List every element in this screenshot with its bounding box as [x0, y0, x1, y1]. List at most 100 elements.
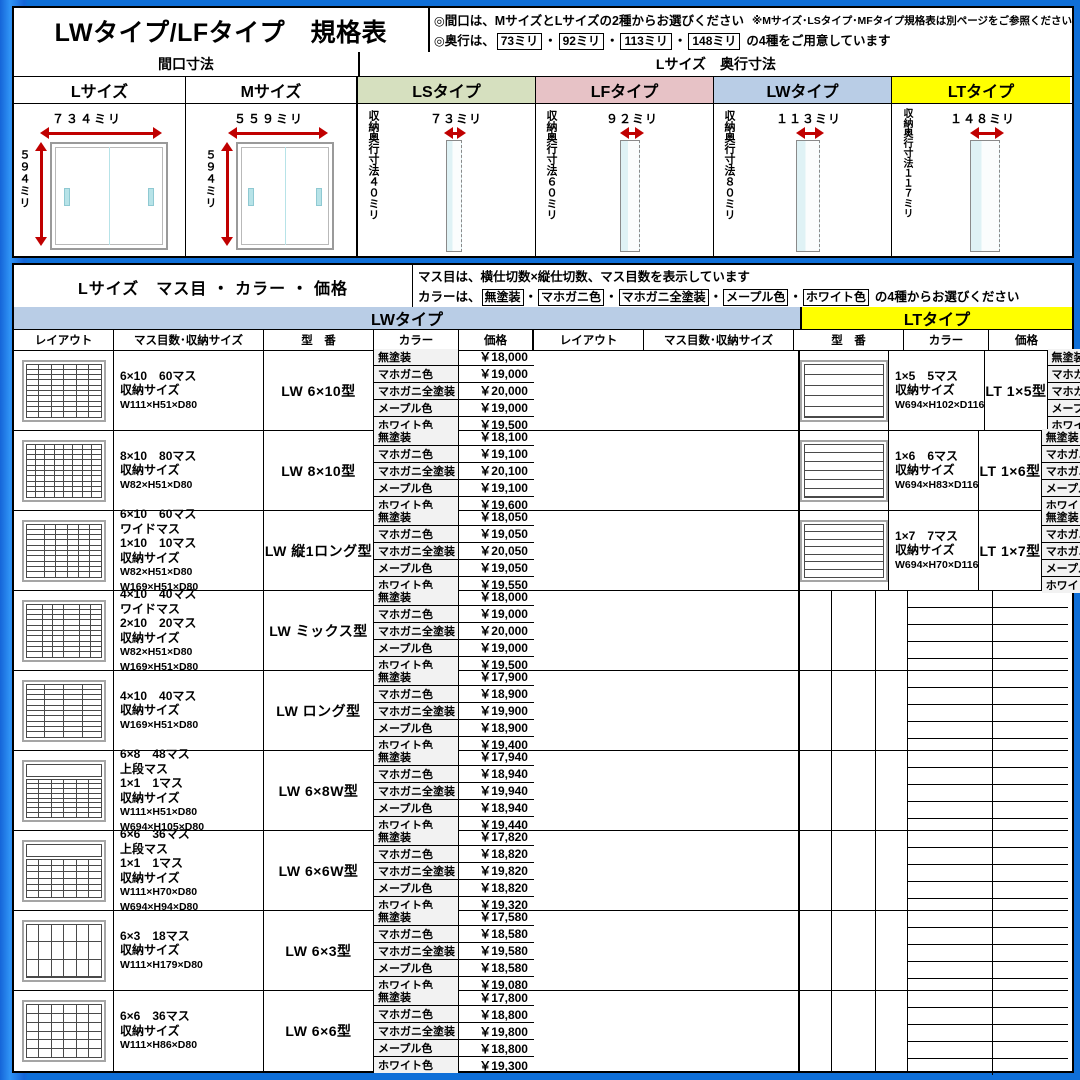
layout-cell: [64, 369, 76, 375]
price-row[interactable]: マホガニ色 ￥18,580: [374, 925, 534, 943]
lt-panel: [970, 140, 1000, 252]
table-row[interactable]: 6×10 60マス ワイドマス 1×10 10マス 収納サイズ W82×H51×D80 W…: [14, 507, 798, 593]
price-row[interactable]: ホワイト色￥21,700: [1041, 576, 1080, 593]
price-row[interactable]: マホガニ全塗装 ￥20,000: [374, 622, 534, 640]
layout-cell: [80, 615, 90, 620]
table-row[interactable]: 6×6 36マス 収納サイズ W111×H86×D80 LW 6×6型 無塗装 ￥17,8…: [14, 989, 798, 1073]
price-row[interactable]: 無塗装 ￥17,580: [374, 908, 534, 926]
price-row[interactable]: マホガニ全塗装 ￥19,820: [374, 862, 534, 880]
price-row[interactable]: マホガニ全塗装 ￥20,100: [374, 462, 534, 480]
layout-grid: [25, 363, 102, 418]
price-row[interactable]: 無塗装 ￥17,820: [374, 828, 534, 846]
price-row[interactable]: メープル色 ￥19,050: [374, 559, 534, 577]
price-row[interactable]: 無塗装￥19,900: [1041, 508, 1080, 526]
price-row[interactable]: マホガニ全塗装 ￥20,000: [374, 382, 534, 400]
price-row[interactable]: マホガニ色￥21,000: [1041, 445, 1080, 463]
price-row[interactable]: 無塗装 ￥17,800: [374, 989, 534, 1006]
spec-text: 1×5 5マス 収納サイズ W694×H102×D116: [895, 369, 984, 413]
table-row[interactable]: 6×10 60マス 収納サイズ W111×H51×D80 LW 6×10型 無塗装 ￥18…: [14, 348, 798, 433]
price-row[interactable]: マホガニ全塗装￥22,100: [1041, 462, 1080, 480]
layout-cell: [51, 789, 63, 793]
cell-empty: [832, 751, 876, 830]
layout-cell: [26, 401, 38, 406]
price-row[interactable]: メープル色 ￥18,820: [374, 879, 534, 897]
cell-spec: 6×10 60マス ワイドマス 1×10 10マス 収納サイズ W82×H51×D80 W…: [114, 507, 264, 593]
price-row[interactable]: マホガニ全塗装 ￥19,800: [374, 1023, 534, 1040]
price-row[interactable]: 無塗装￥19,700: [1047, 348, 1080, 366]
price-row[interactable]: メープル色 ￥18,940: [374, 799, 534, 817]
layout-cell: [45, 476, 54, 481]
table-row[interactable]: 6×8 48マス 上段マス 1×1 1マス 収納サイズ W111×H51×D80 W694…: [14, 747, 798, 833]
price-row[interactable]: マホガニ色￥21,100: [1041, 525, 1080, 543]
diagram-m-size: ５５９ミリ ５９４ミリ: [186, 104, 358, 256]
price-row[interactable]: マホガニ色 ￥19,000: [374, 605, 534, 623]
table-row[interactable]: 6×3 18マス 収納サイズ W111×H179×D80 LW 6×3型 無塗装 ￥17,…: [14, 908, 798, 993]
price-row[interactable]: ホワイト色 ￥19,300: [374, 1057, 534, 1073]
layout-cell: [89, 924, 101, 942]
layout-cell: [53, 641, 63, 646]
layout-cell: [26, 784, 38, 788]
table-row[interactable]: 4×10 40マス 収納サイズ W169×H51×D80 LW ロング型 無塗装 ￥17,…: [14, 668, 798, 753]
price-row[interactable]: 無塗装￥19,800: [1041, 428, 1080, 446]
price-row[interactable]: マホガニ色 ￥18,820: [374, 845, 534, 863]
price-row[interactable]: メープル色 ￥18,800: [374, 1040, 534, 1057]
price-row[interactable]: 無塗装 ￥18,050: [374, 508, 534, 526]
price-row[interactable]: マホガニ全塗装￥22,200: [1041, 542, 1080, 560]
layout-cell: [89, 1040, 101, 1049]
layout-cell: [39, 884, 51, 891]
price-row[interactable]: メープル色 ￥18,900: [374, 719, 534, 737]
price-row[interactable]: マホガニ色 ￥19,050: [374, 525, 534, 543]
layout-diagram: [800, 519, 888, 582]
price-row[interactable]: メープル色 ￥18,580: [374, 959, 534, 977]
layout-cell: [76, 859, 88, 865]
price-row[interactable]: メープル色 ￥19,000: [374, 639, 534, 657]
price-row[interactable]: マホガニ色 ￥18,800: [374, 1006, 534, 1023]
price-row[interactable]: ホワイト色 ￥19,080: [374, 976, 534, 993]
price-row[interactable]: 無塗装 ￥17,940: [374, 748, 534, 766]
table-row[interactable]: 6×6 36マス 上段マス 1×1 1マス 収納サイズ W111×H70×D80 W694…: [14, 827, 798, 913]
price-row[interactable]: マホガニ全塗装 ￥19,580: [374, 942, 534, 960]
price-row[interactable]: マホガニ色 ￥19,100: [374, 445, 534, 463]
price-row[interactable]: マホガニ色 ￥19,000: [374, 365, 534, 383]
price-row[interactable]: マホガニ色 ￥18,900: [374, 685, 534, 703]
layout-cell: [78, 556, 90, 561]
layout-cell: [76, 803, 88, 807]
price-row[interactable]: マホガニ色￥20,900: [1047, 365, 1080, 383]
price-row[interactable]: メープル色 ￥19,100: [374, 479, 534, 497]
price-row[interactable]: メープル色￥21,000: [1041, 479, 1080, 497]
table-row[interactable]: 4×10 40マス ワイドマス 2×10 20マス 収納サイズ W82×H51×D80 W…: [14, 587, 798, 673]
price-row[interactable]: メープル色 ￥19,000: [374, 399, 534, 417]
layout-cell: [39, 380, 51, 385]
layout-cell: [26, 803, 38, 807]
layout-cell: [82, 726, 101, 732]
cell-spec: 6×6 36マス 上段マス 1×1 1マス 収納サイズ W111×H70×D80 W694…: [114, 827, 264, 913]
price-row[interactable]: 無塗装 ￥18,000: [374, 348, 534, 366]
layout-cell: [51, 798, 63, 803]
layout-cell: [67, 561, 78, 566]
layout-cell: [76, 1022, 88, 1031]
price-row[interactable]: 無塗装 ￥17,900: [374, 668, 534, 686]
price-row[interactable]: マホガニ全塗装￥22,000: [1047, 382, 1080, 400]
price-row[interactable]: マホガニ色 ￥18,940: [374, 765, 534, 783]
table-row[interactable]: 8×10 80マス 収納サイズ W82×H51×D80 LW 8×10型 無塗装 ￥18,…: [14, 428, 798, 513]
price-row[interactable]: マホガニ全塗装 ￥20,050: [374, 542, 534, 560]
price-row[interactable]: 無塗装 ￥18,000: [374, 588, 534, 606]
cell-color-price: 無塗装 ￥17,580 マホガニ色 ￥18,580 マホガニ全塗装 ￥19,580 メープル…: [374, 908, 534, 993]
price-row[interactable]: 無塗装 ￥18,100: [374, 428, 534, 446]
price-row[interactable]: マホガニ全塗装 ￥19,900: [374, 702, 534, 720]
layout-cell: [89, 959, 101, 977]
price-color-name: ホワイト色: [374, 976, 459, 993]
price-stack: 無塗装 ￥17,820 マホガニ色 ￥18,820 マホガニ全塗装 ￥19,820 メープル…: [374, 828, 534, 913]
price-row[interactable]: メープル色￥21,100: [1041, 559, 1080, 577]
spec-text: 6×6 36マス 収納サイズ W111×H86×D80: [120, 1009, 197, 1053]
price-row[interactable]: メープル色￥20,900: [1047, 399, 1080, 417]
layout-cell: [64, 646, 80, 652]
layout-diagram: [21, 1000, 106, 1062]
layout-cell: [26, 711, 45, 716]
layout-cell: [82, 471, 92, 476]
layout-cell: [26, 631, 42, 636]
price-row[interactable]: マホガニ全塗装 ￥19,940: [374, 782, 534, 800]
